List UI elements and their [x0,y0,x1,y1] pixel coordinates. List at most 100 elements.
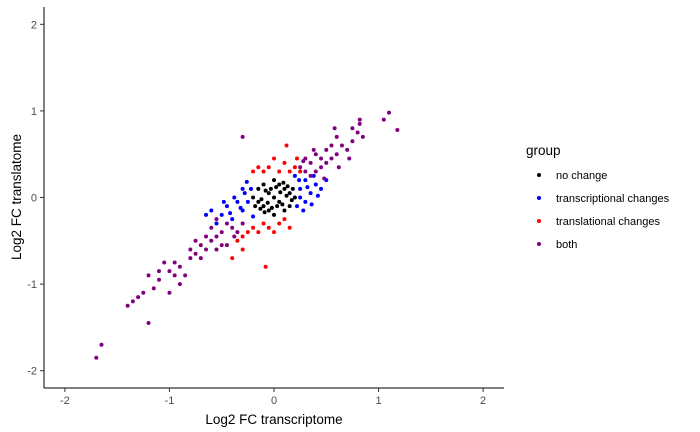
point-both [319,156,324,161]
point-both [193,238,198,243]
point-transcriptional-changes [209,208,214,213]
legend-label-transcriptional-changes: transcriptional changes [556,193,670,205]
x-tick-label: -2 [60,395,70,407]
point-both [214,217,219,222]
point-transcriptional-changes [242,191,247,196]
x-ticks: -2 -1 0 1 2 [60,388,486,407]
point-no-change [289,198,294,203]
point-transcriptional-changes [238,205,243,210]
point-no-change [258,206,263,211]
point-transcriptional-changes [224,204,229,209]
point-both [209,225,214,230]
point-no-change [265,200,270,205]
point-translational-changes [277,221,282,226]
point-no-change [261,182,266,187]
point-translational-changes [266,165,271,170]
point-both [334,134,339,139]
legend-key-no-change [537,173,541,177]
point-both [332,126,337,131]
point-both [167,269,172,274]
point-transcriptional-changes [235,199,240,204]
point-both [219,230,224,235]
point-both [347,156,352,161]
point-no-change [292,195,297,200]
point-both [198,243,203,248]
point-no-change [272,212,276,217]
point-transcriptional-changes [221,199,226,204]
x-tick-label: 0 [271,395,277,407]
point-both [94,355,99,360]
point-translational-changes [261,169,266,174]
x-tick-label: 2 [480,395,486,407]
point-transcriptional-changes [297,178,302,183]
point-no-change [284,193,289,198]
point-both [298,165,303,170]
point-both [141,290,146,295]
point-no-change [256,199,261,204]
point-translational-changes [287,225,292,230]
point-both [319,165,324,170]
legend-key-both [537,242,541,246]
point-no-change [287,191,292,196]
point-both [357,121,362,126]
point-both [193,251,198,256]
point-both [329,143,334,148]
point-both [329,156,334,161]
point-translational-changes [256,230,261,235]
point-both [204,247,209,252]
y-tick-label: 0 [31,193,37,205]
plot-points [94,110,400,360]
point-transcriptional-changes [309,202,314,207]
point-no-change [268,186,273,191]
point-both [395,127,400,132]
point-both [311,147,316,152]
y-tick-label: 2 [31,19,37,31]
point-both [324,160,329,165]
point-no-change [253,204,258,209]
point-no-change [266,208,271,213]
point-no-change [269,205,274,210]
point-transcriptional-changes [251,214,256,219]
point-transcriptional-changes [228,211,233,216]
point-both [125,303,130,308]
point-transcriptional-changes [308,191,313,196]
point-both [172,260,177,265]
y-tick-label: -2 [27,366,37,378]
point-translational-changes [292,165,297,170]
point-transcriptional-changes [214,221,219,226]
point-no-change [261,204,266,209]
point-translational-changes [277,169,282,174]
point-both [198,256,203,261]
legend-label-no-change: no change [556,170,607,182]
point-translational-changes [298,169,303,174]
point-translational-changes [266,225,271,230]
point-transcriptional-changes [311,173,316,178]
point-transcriptional-changes [298,195,303,200]
point-both [308,160,313,165]
point-no-change [272,178,276,183]
point-both [322,176,327,181]
point-translational-changes [272,156,276,161]
point-both [151,286,156,291]
point-no-change [263,188,268,193]
point-translational-changes [295,156,299,161]
point-translational-changes [240,247,245,252]
point-translational-changes [282,160,287,165]
point-both [224,243,229,248]
y-ticks: -2 -1 0 1 2 [27,19,44,378]
point-both [157,277,161,282]
point-both [303,169,308,174]
point-both [172,273,177,278]
point-transcriptional-changes [232,195,237,200]
point-transcriptional-changes [245,199,250,204]
point-both [387,110,391,115]
point-no-change [259,197,264,202]
point-both [345,147,350,152]
legend-title: group [526,143,561,158]
point-no-change [280,202,285,207]
point-both [224,221,229,226]
point-no-change [277,182,282,187]
point-both [167,290,172,295]
point-both [357,117,362,122]
